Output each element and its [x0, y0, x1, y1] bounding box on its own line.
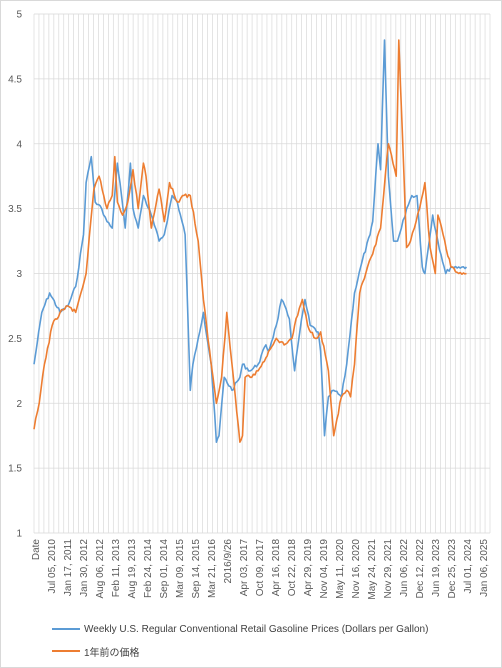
x-tick-label: Dec 25, 2023 [447, 539, 458, 599]
y-tick-label: 4.5 [8, 74, 22, 85]
legend-label-series-1: 1年前の価格 [84, 647, 140, 659]
x-tick-label: Nov 04, 2019 [319, 539, 330, 599]
x-tick-label: Mar 09, 2015 [175, 539, 186, 598]
x-tick-label: Date [31, 539, 42, 561]
legend-label-series-0: Weekly U.S. Regular Conventional Retail … [84, 623, 429, 635]
gridlines [33, 13, 491, 534]
y-tick-label: 5 [16, 10, 22, 21]
x-tick-label: Jun 19, 2023 [431, 539, 442, 597]
y-tick-label: 2.5 [8, 334, 22, 345]
x-tick-label: Aug 06, 2012 [95, 539, 106, 599]
legend-swatch-series-0 [52, 628, 80, 630]
x-tick-label: Jan 06, 2025 [479, 539, 490, 597]
x-tick-label: Sep 14, 2015 [191, 539, 202, 599]
y-tick-label: 1.5 [8, 464, 22, 475]
x-tick-label: Feb 24, 2014 [143, 539, 154, 598]
y-tick-label: 4 [16, 139, 22, 150]
series-lines [33, 39, 468, 443]
x-tick-label: Jan 17, 2011 [63, 539, 74, 597]
x-tick-label: Apr 29, 2019 [303, 539, 314, 597]
x-tick-label: Feb 11, 2013 [111, 539, 122, 598]
legend-item-series-1: 1年前の価格 [52, 640, 492, 662]
series-line-0 [33, 39, 468, 443]
x-tick-label: May 24, 2021 [367, 539, 378, 600]
y-tick-label: 2 [16, 399, 22, 410]
x-tick-label: Nov 29, 2021 [383, 539, 394, 599]
legend-swatch-series-1 [52, 650, 80, 652]
x-tick-label: Jul 01, 2024 [463, 539, 474, 594]
x-tick-label: Nov 16, 2020 [351, 539, 362, 599]
x-tick-label: Apr 16, 2018 [271, 539, 282, 597]
y-tick-label: 3 [16, 269, 22, 280]
x-tick-label: Jul 05, 2010 [47, 539, 58, 594]
x-tick-label: Oct 09, 2017 [255, 539, 266, 597]
x-axis-tick-labels: Date Jul 05, 2010 Jan 17, 2011 Jan 30, 2012… [31, 539, 490, 600]
x-tick-label: Dec 12, 2022 [415, 539, 426, 599]
y-axis-tick-labels: 1 1.5 2 2.5 3 3.5 4 4.5 5 [8, 10, 22, 540]
legend: Weekly U.S. Regular Conventional Retail … [52, 618, 492, 662]
x-tick-label: May 11, 2020 [335, 539, 346, 599]
y-tick-label: 1 [16, 529, 22, 540]
x-tick-label: Jun 06, 2022 [399, 539, 410, 597]
x-tick-label: Sep 01, 2014 [159, 539, 170, 599]
x-tick-label: Apr 03, 2017 [239, 539, 250, 597]
y-tick-label: 3.5 [8, 204, 22, 215]
x-tick-label: Oct 22, 2018 [287, 539, 298, 597]
x-tick-label: Mar 21, 2016 [207, 539, 218, 598]
legend-item-series-0: Weekly U.S. Regular Conventional Retail … [52, 618, 492, 640]
x-tick-label: 2016/9/26 [223, 539, 234, 584]
series-line-1 [33, 39, 467, 443]
x-tick-label: Aug 19, 2013 [127, 539, 138, 599]
x-tick-label: Jan 30, 2012 [79, 539, 90, 597]
